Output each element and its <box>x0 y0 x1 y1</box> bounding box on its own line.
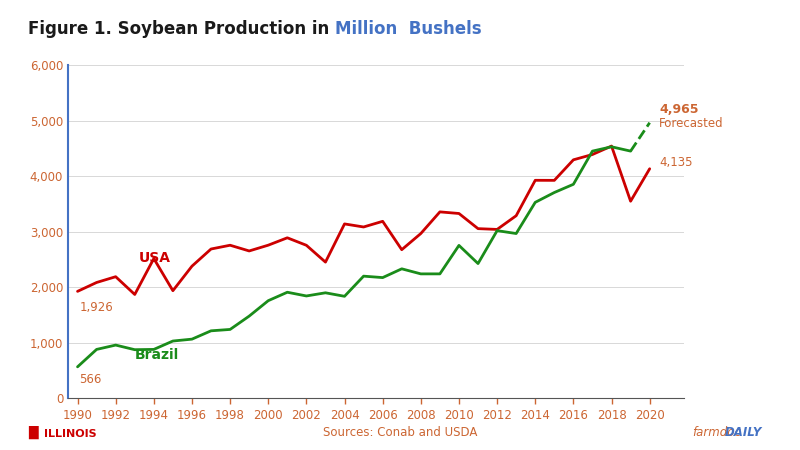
Text: 1,926: 1,926 <box>79 301 113 314</box>
Text: 4,135: 4,135 <box>659 156 693 169</box>
Text: Figure 1. Soybean Production in: Figure 1. Soybean Production in <box>28 20 335 38</box>
Text: Forecasted: Forecasted <box>659 117 724 130</box>
Text: USA: USA <box>138 251 170 266</box>
Text: Sources: Conab and USDA: Sources: Conab and USDA <box>323 426 477 439</box>
Text: 566: 566 <box>79 374 102 386</box>
Text: ILLINOIS: ILLINOIS <box>44 429 97 439</box>
Text: █: █ <box>28 426 38 439</box>
Text: Million  Bushels: Million Bushels <box>335 20 482 38</box>
Text: 4,965: 4,965 <box>659 103 698 116</box>
Text: DAILY: DAILY <box>725 426 762 439</box>
Text: farmdoc: farmdoc <box>692 426 741 439</box>
Text: Brazil: Brazil <box>134 348 179 362</box>
